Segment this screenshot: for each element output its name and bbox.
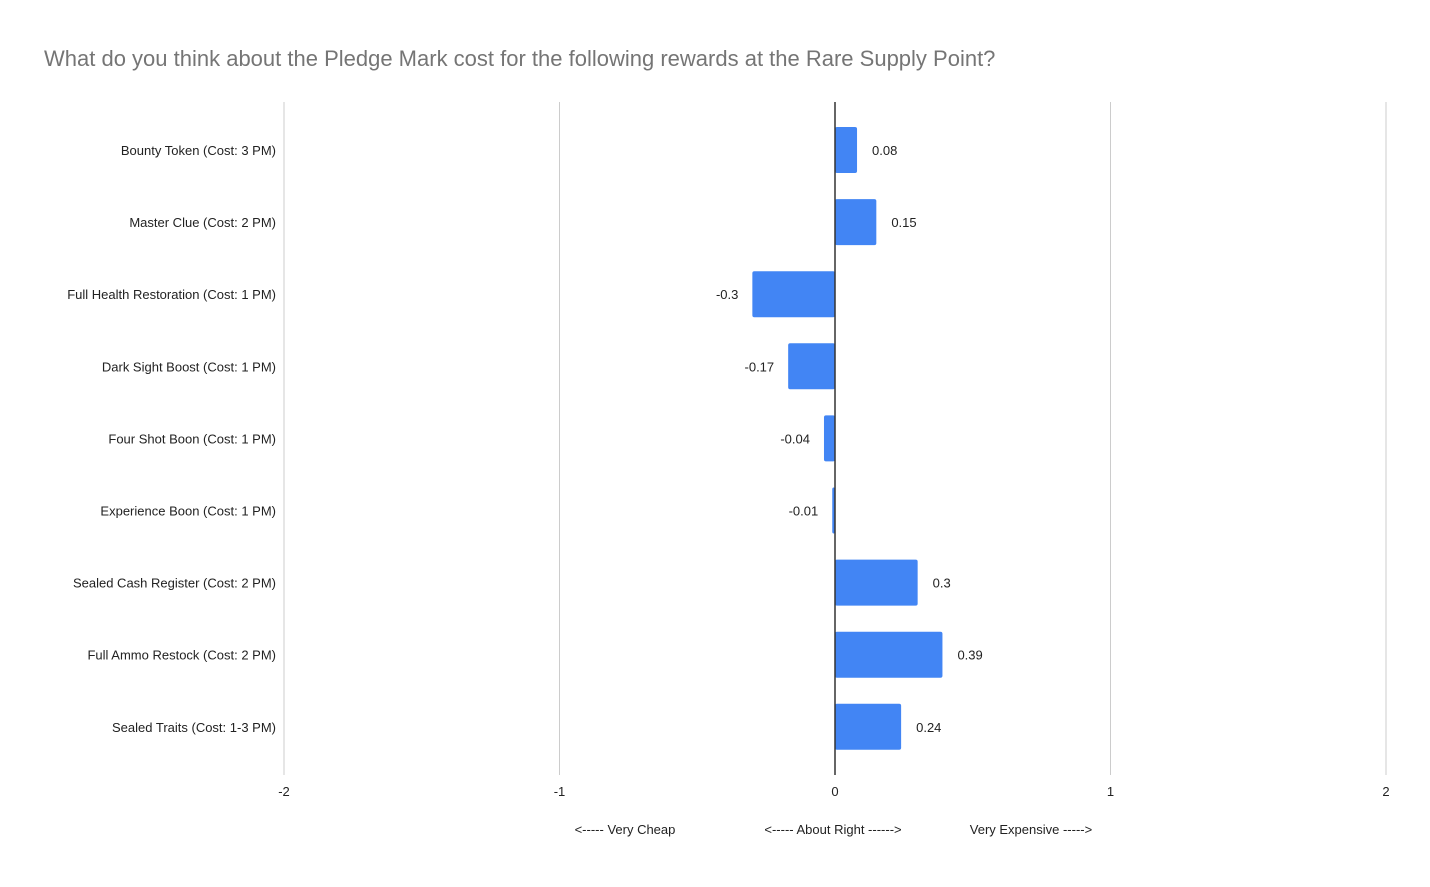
data-label: -0.01 (789, 504, 819, 519)
x-tick-label: 2 (1382, 784, 1389, 799)
data-label: 0.24 (916, 720, 941, 735)
bar (835, 703, 902, 750)
category-label: Full Ammo Restock (Cost: 2 PM) (87, 648, 276, 663)
data-label: -0.3 (716, 287, 738, 302)
xlabel-very-expensive: Very Expensive -----> (970, 822, 1092, 837)
category-label: Master Clue (Cost: 2 PM) (129, 215, 276, 230)
xlabel-very-cheap: <----- Very Cheap (575, 822, 676, 837)
category-label: Four Shot Boon (Cost: 1 PM) (108, 431, 276, 446)
bar (835, 559, 918, 606)
bar (788, 343, 835, 390)
x-tick-label: 1 (1107, 784, 1114, 799)
category-label: Sealed Cash Register (Cost: 2 PM) (73, 576, 276, 591)
chart-title: What do you think about the Pledge Mark … (44, 46, 995, 71)
bar (835, 631, 943, 678)
category-label: Sealed Traits (Cost: 1-3 PM) (112, 720, 276, 735)
bar (823, 415, 835, 462)
x-tick-label: -2 (278, 784, 290, 799)
x-tick-label: 0 (831, 784, 838, 799)
category-label: Full Health Restoration (Cost: 1 PM) (67, 287, 276, 302)
x-tick-label: -1 (554, 784, 566, 799)
bar (835, 199, 877, 246)
category-label: Dark Sight Boost (Cost: 1 PM) (102, 359, 276, 374)
data-label: 0.39 (957, 648, 982, 663)
bar (752, 271, 835, 318)
bar (835, 127, 858, 173)
data-label: 0.08 (872, 143, 897, 158)
data-label: 0.3 (933, 576, 951, 591)
xlabel-about-right: <----- About Right ------> (764, 822, 901, 837)
data-label: 0.15 (891, 215, 916, 230)
data-label: -0.04 (780, 431, 810, 446)
category-label: Experience Boon (Cost: 1 PM) (100, 504, 276, 519)
category-label: Bounty Token (Cost: 3 PM) (121, 143, 276, 158)
data-label: -0.17 (745, 359, 775, 374)
